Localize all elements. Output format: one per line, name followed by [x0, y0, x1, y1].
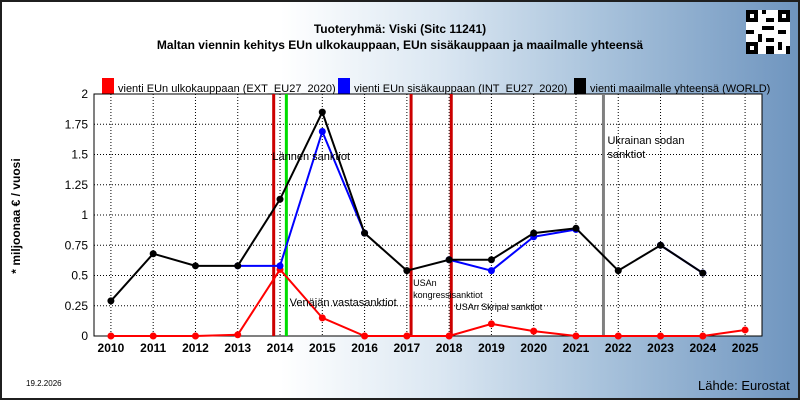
data-point [276, 262, 284, 270]
data-point [318, 108, 326, 116]
data-point [318, 128, 326, 136]
data-point [276, 195, 284, 203]
data-point [614, 332, 622, 340]
event-label: Lännen sanktiot [272, 151, 350, 163]
series-line [448, 228, 577, 272]
legend-label: vienti EUn ulkokauppaan (EXT_EU27_2020) [118, 83, 336, 95]
data-point [614, 267, 622, 275]
data-point [107, 297, 115, 305]
data-point [530, 229, 538, 237]
data-point [234, 331, 242, 339]
y-tick-label: 1.25 [65, 178, 89, 192]
x-tick-label: 2016 [351, 341, 378, 355]
x-tick-label: 2014 [267, 341, 294, 355]
x-tick-label: 2021 [563, 341, 590, 355]
data-point [234, 262, 242, 270]
y-tick-label: 2 [81, 87, 88, 101]
legend-swatch [338, 78, 350, 96]
event-label: USAn Skripal sanktiot [455, 302, 543, 312]
legend-swatch [574, 78, 586, 96]
data-point [699, 332, 707, 340]
series-line [237, 128, 366, 267]
y-tick-label: 1.75 [65, 117, 89, 131]
source-label: Lähde: Eurostat [698, 378, 790, 393]
legend: vienti EUn ulkokauppaan (EXT_EU27_2020) v… [102, 78, 770, 96]
event-label: USAn [413, 278, 437, 288]
legend-label: vienti EUn sisäkauppaan (INT_EU27_2020) [354, 83, 567, 95]
data-point [572, 224, 580, 232]
data-point [657, 332, 665, 340]
x-tick-label: 2023 [647, 341, 674, 355]
legend-label: vienti maailmalle yhteensä (WORLD) [590, 83, 770, 95]
data-point [572, 332, 580, 340]
data-point [403, 267, 411, 275]
event-label: Venäjän vastasanktiot [290, 297, 397, 309]
x-tick-label: 2017 [394, 341, 421, 355]
data-point [149, 332, 157, 340]
data-point [657, 241, 665, 249]
data-point [361, 332, 369, 340]
data-point [487, 320, 495, 328]
x-tick-label: 2015 [309, 341, 336, 355]
series-line [110, 267, 746, 337]
x-tick-label: 2018 [436, 341, 463, 355]
y-tick-label: 0.5 [71, 269, 88, 283]
x-tick-label: 2010 [98, 341, 125, 355]
data-point [361, 229, 369, 237]
event-label: kongressisanktiot [413, 290, 483, 300]
x-tick-label: 2022 [605, 341, 632, 355]
y-tick-label: 0 [81, 329, 88, 343]
data-point [191, 332, 199, 340]
x-tick-label: 2012 [182, 341, 209, 355]
chart-subtitle: Maltan viennin kehitys EUn ulkokauppaan,… [156, 38, 644, 52]
qr-code-icon [746, 10, 790, 54]
event-label: Ukrainan sodan [607, 135, 684, 147]
x-tick-label: 2019 [478, 341, 505, 355]
x-tick-label: 2024 [689, 341, 716, 355]
x-tick-label: 2013 [224, 341, 251, 355]
data-point [699, 269, 707, 277]
date-stamp: 19.2.2026 [26, 379, 62, 388]
plot-area: 0 0.25 0.5 0.75 1 1.25 1.5 1.75 2 2010 2011 2012 201… [65, 87, 763, 355]
data-point [487, 256, 495, 264]
data-point [741, 326, 749, 334]
legend-swatch [102, 78, 114, 96]
x-tick-label: 2020 [520, 341, 547, 355]
data-point [149, 250, 157, 258]
data-point [403, 332, 411, 340]
data-point [107, 332, 115, 340]
y-tick-label: 1 [81, 208, 88, 222]
y-tick-label: 1.5 [71, 148, 88, 162]
data-point [318, 314, 326, 322]
data-point [191, 262, 199, 270]
y-tick-label: 0.75 [65, 238, 89, 252]
data-point [445, 256, 453, 264]
data-point [445, 332, 453, 340]
y-tick-label: 0.25 [65, 299, 89, 313]
chart-title: Tuoteryhmä: Viski (Sitc 11241) [313, 22, 487, 36]
event-label: sanktiot [607, 149, 645, 161]
data-point [530, 327, 538, 335]
x-tick-label: 2011 [140, 341, 166, 355]
data-point [487, 267, 495, 275]
x-tick-label: 2025 [732, 341, 759, 355]
